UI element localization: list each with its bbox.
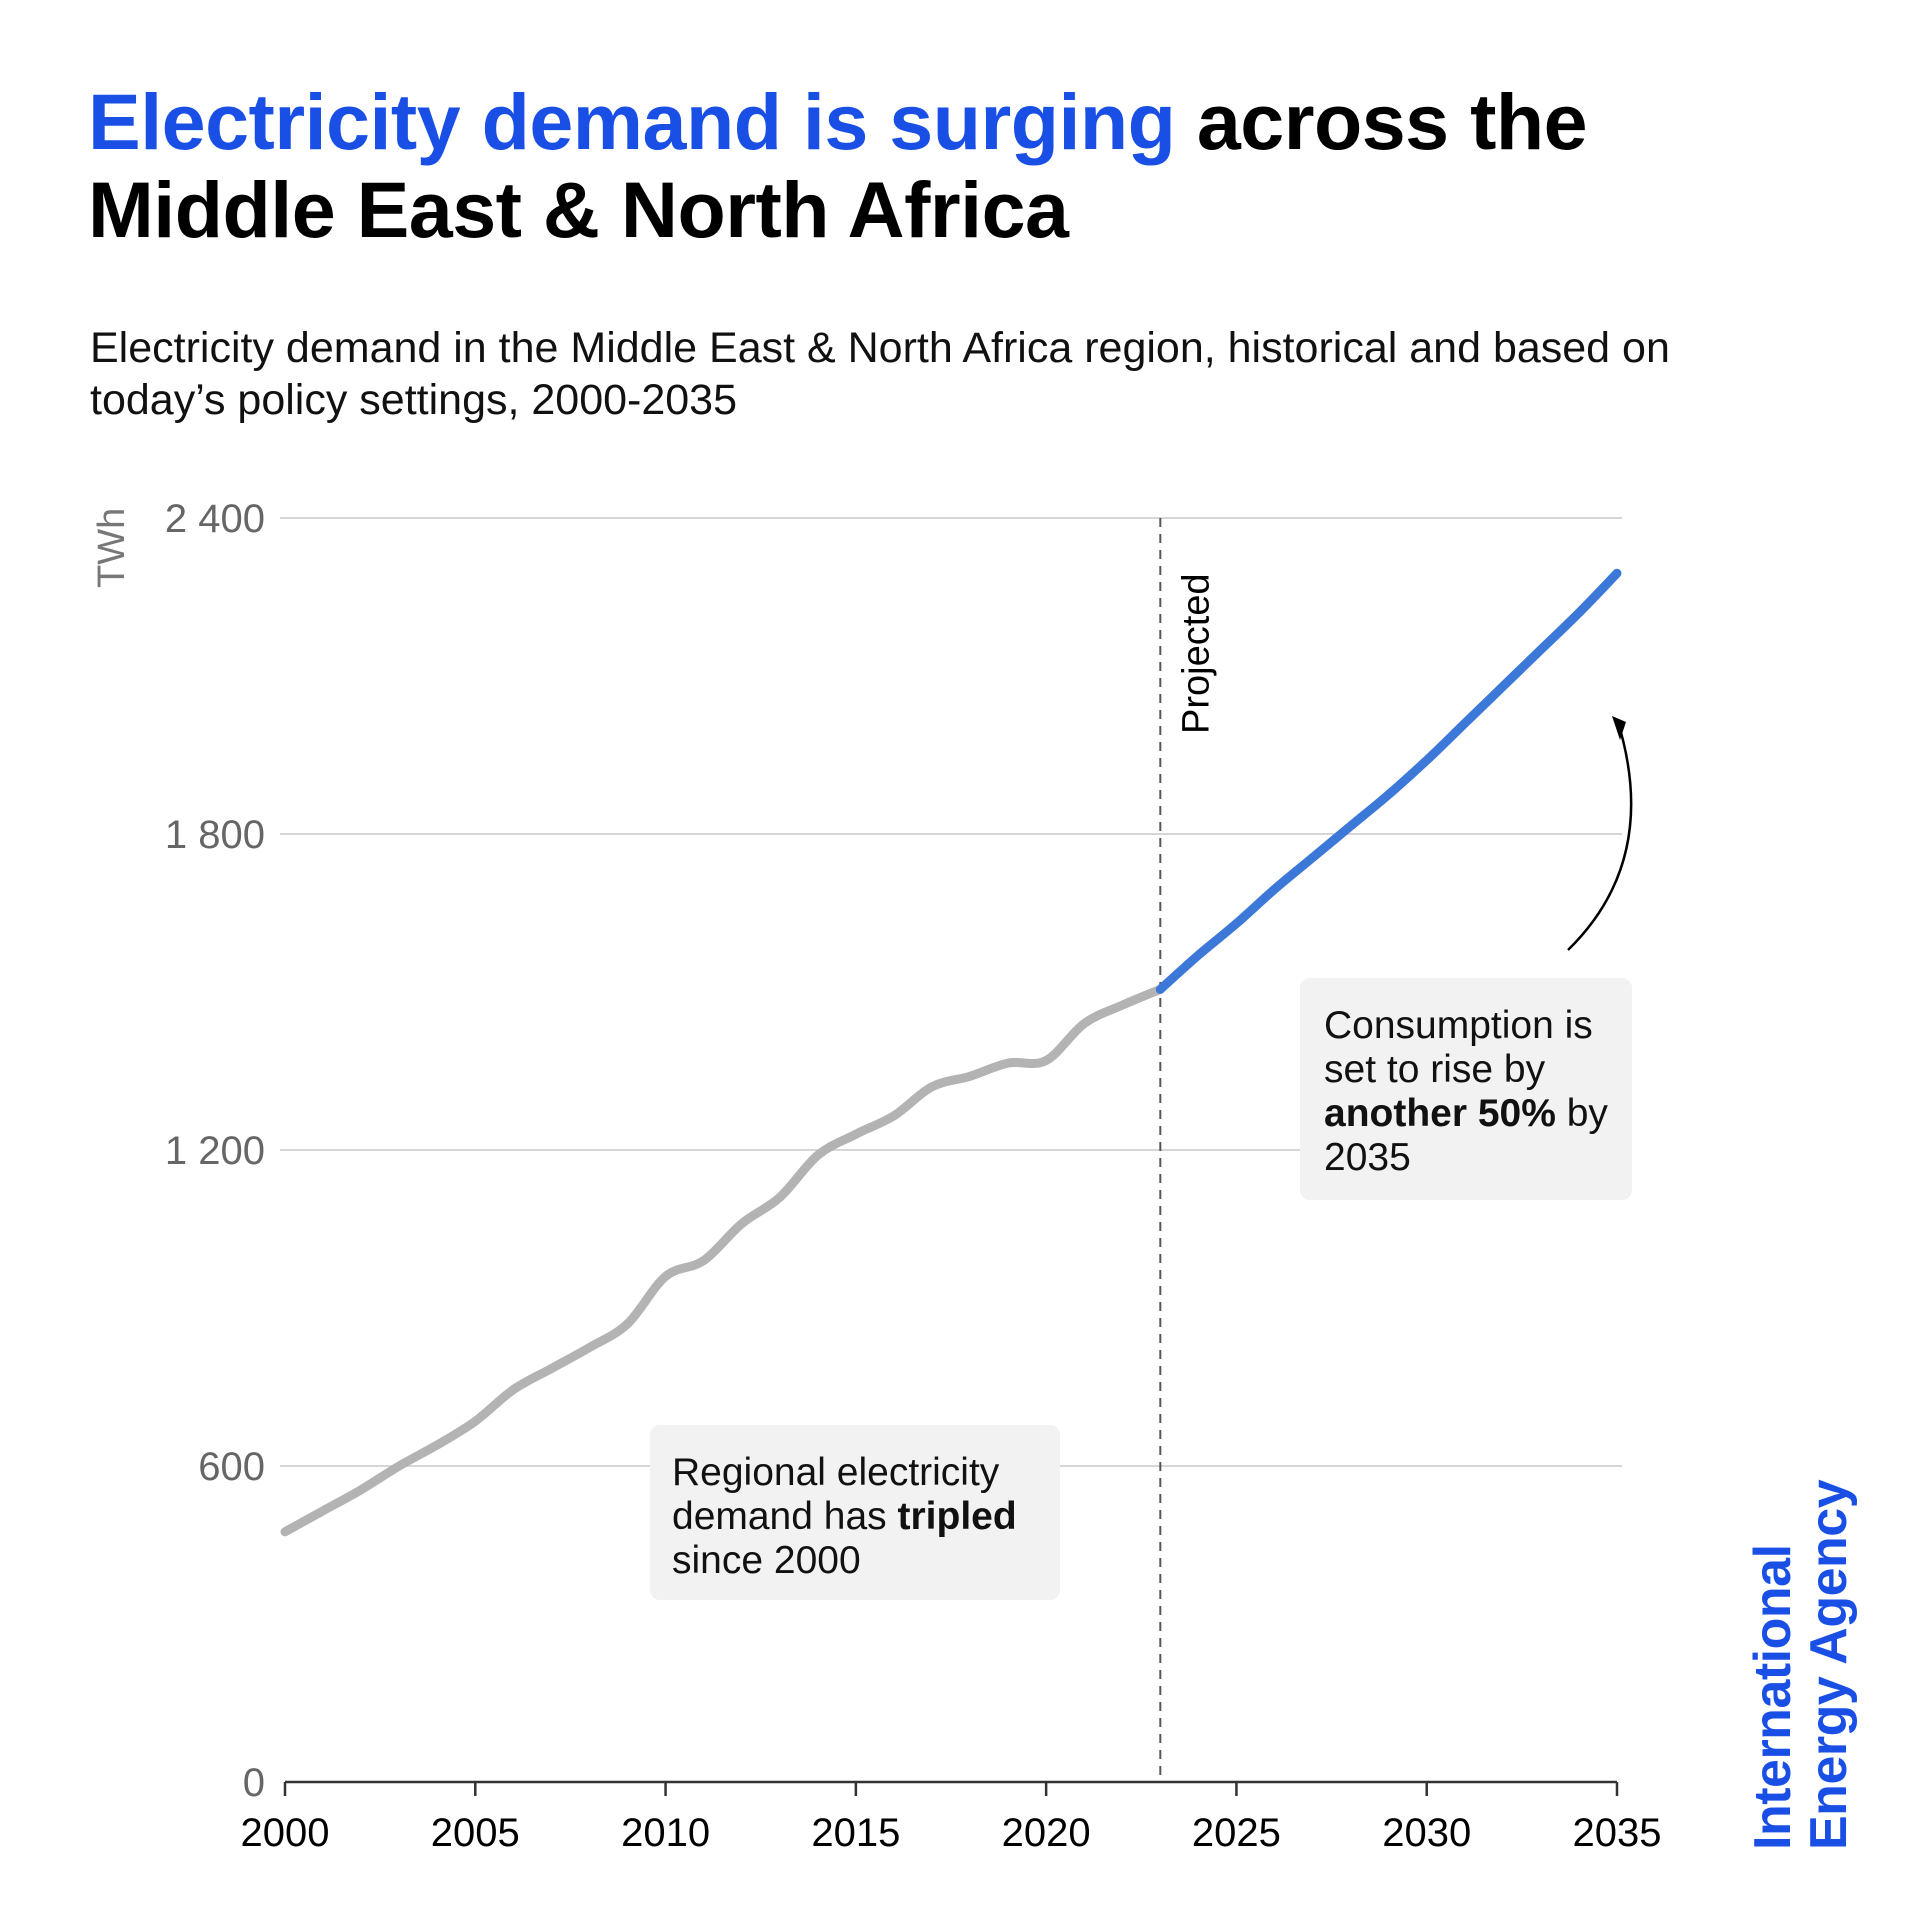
x-tick-label: 2000 <box>241 1811 330 1855</box>
y-tick-label: 600 <box>198 1445 265 1489</box>
x-tick-label: 2035 <box>1573 1811 1662 1855</box>
projection-label: Projected <box>1175 573 1217 734</box>
annotation-50-bold: another 50% <box>1324 1092 1556 1135</box>
annotation-tripled: Regional electricity demand has tripled … <box>650 1425 1060 1600</box>
logo-line-1: International <box>1744 1544 1802 1850</box>
annotation-arrow <box>1567 721 1633 951</box>
series-line-historical <box>280 984 1165 1537</box>
logo-line-2: Energy Agency <box>1800 1479 1858 1850</box>
annotation-arrowhead <box>1612 716 1626 740</box>
x-tick-label: 2020 <box>1002 1811 1091 1855</box>
y-tick-label: 0 <box>243 1761 265 1805</box>
annotation-another-50: Consumption is set to rise by another 50… <box>1300 978 1632 1200</box>
series-lines <box>280 568 1622 1537</box>
annotation-tripled-after: since 2000 <box>672 1539 861 1582</box>
headline: Electricity demand is surging across the… <box>88 78 1788 254</box>
iea-logo: International Energy Agency <box>1744 1479 1858 1850</box>
projection-marker: Projected <box>1159 518 1217 1782</box>
series-line-projected <box>1155 568 1622 994</box>
y-tick-label: 1 800 <box>165 813 265 857</box>
y-tick-label: 2 400 <box>165 497 265 541</box>
annotation-tripled-bold: tripled <box>897 1495 1017 1538</box>
y-tick-label: 1 200 <box>165 1129 265 1173</box>
headline-rest: across the Middle East & North Africa <box>88 77 1588 254</box>
x-tick-label: 2030 <box>1382 1811 1471 1855</box>
x-axis: 2000 2005 2010 2015 2020 2025 2030 2035 <box>241 1780 1662 1855</box>
x-tick-label: 2025 <box>1192 1811 1281 1855</box>
annotation-tripled-before: Regional electricity demand has <box>672 1451 1000 1538</box>
x-tick-label: 2005 <box>431 1811 520 1855</box>
y-axis-unit: TWh <box>91 508 133 588</box>
x-tick-label: 2010 <box>621 1811 710 1855</box>
annotation-50-before: Consumption is set to rise by <box>1324 1004 1593 1091</box>
chart-subtitle: Electricity demand in the Middle East & … <box>90 324 1670 424</box>
y-axis-ticks: 0 600 1 200 1 800 2 400 <box>165 497 265 1805</box>
x-tick-label: 2015 <box>811 1811 900 1855</box>
headline-highlight: Electricity demand is surging <box>88 77 1176 166</box>
annotation-50-after: by 2035 <box>1324 1092 1608 1179</box>
